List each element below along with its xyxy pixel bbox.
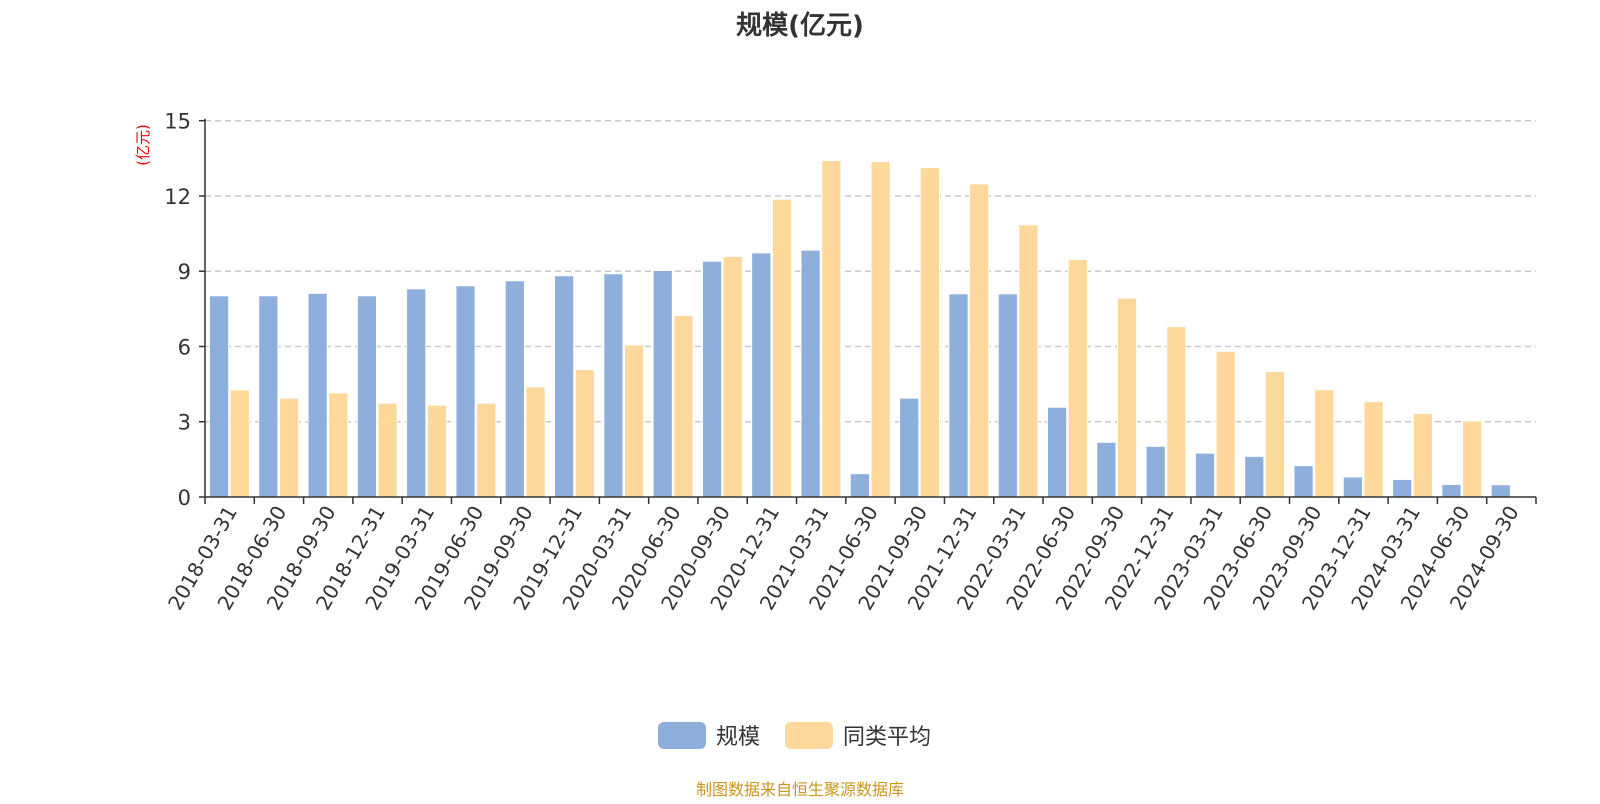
bar-scale: [701, 260, 723, 498]
legend-swatch: [785, 722, 833, 749]
bar-scale: [1096, 441, 1117, 498]
bar-peer-average: [278, 397, 300, 498]
bar-peer-average: [771, 198, 793, 498]
bar-peer-average: [377, 402, 398, 498]
bar-peer-average: [1116, 297, 1138, 498]
bar-peer-average: [624, 344, 645, 498]
bar-scale: [800, 249, 821, 498]
bar-scale: [1490, 484, 1511, 498]
bar-peer-average: [476, 402, 497, 498]
bar-peer-average: [1314, 389, 1335, 498]
bar-peer-average: [1166, 326, 1187, 498]
bar-scale: [1145, 445, 1166, 498]
bar-scale: [307, 292, 328, 498]
bar-peer-average: [1215, 350, 1236, 498]
bar-peer-average: [919, 167, 941, 498]
bar-peer-average: [722, 255, 743, 498]
legend-swatch: [658, 722, 706, 749]
bar-scale: [1244, 455, 1265, 498]
bar-peer-average: [574, 369, 595, 498]
bar-scale: [652, 269, 673, 498]
y-tick-label: 12: [164, 185, 191, 209]
bar-scale: [406, 288, 427, 498]
bar-peer-average: [673, 314, 694, 498]
bar-peer-average: [1264, 371, 1286, 498]
bar-peer-average: [525, 386, 546, 498]
bar-scale: [948, 293, 969, 498]
y-tick-label: 0: [178, 486, 191, 510]
y-tick-label: 9: [178, 260, 191, 284]
bar-scale: [1194, 452, 1216, 498]
bar-peer-average: [1412, 412, 1433, 498]
bar-peer-average: [870, 161, 891, 498]
y-tick-label: 6: [178, 335, 191, 359]
bar-scale: [1342, 476, 1363, 498]
bar-scale: [554, 275, 575, 498]
bar-scale: [455, 285, 476, 498]
bar-scale: [1046, 406, 1068, 498]
bar-scale: [504, 280, 525, 498]
bar-scale: [1441, 483, 1462, 498]
bar-peer-average: [1067, 258, 1088, 498]
bar-scale: [899, 397, 920, 498]
bar-scale: [208, 295, 230, 498]
bar-scale: [751, 252, 772, 498]
bar-peer-average: [1363, 401, 1384, 498]
y-axis-label: (亿元): [134, 124, 152, 166]
footer-source: 制图数据来自恒生聚源数据库: [696, 780, 904, 799]
legend-label: 规模: [716, 725, 760, 750]
chart-title: 规模(亿元): [736, 11, 864, 41]
bar-scale: [1392, 478, 1413, 498]
bar-peer-average: [328, 392, 349, 498]
y-tick-label: 3: [178, 411, 191, 435]
bar-scale: [258, 295, 279, 498]
bar-scale: [603, 273, 624, 498]
bar-scale: [356, 295, 378, 498]
legend-label: 同类平均: [843, 725, 931, 750]
bar-peer-average: [969, 183, 990, 498]
bar-scale: [849, 473, 871, 498]
bar-scale: [1293, 465, 1314, 498]
bar-peer-average: [229, 389, 250, 498]
bar-scale: [997, 293, 1018, 498]
bar-peer-average: [426, 404, 448, 498]
bar-peer-average: [821, 160, 842, 498]
y-tick-label: 15: [164, 110, 191, 134]
bar-peer-average: [1462, 420, 1483, 498]
bar-peer-average: [1018, 224, 1039, 498]
